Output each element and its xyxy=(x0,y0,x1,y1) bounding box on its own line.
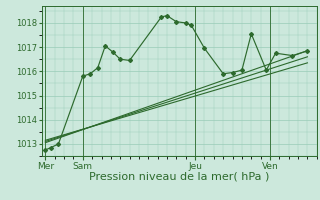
X-axis label: Pression niveau de la mer( hPa ): Pression niveau de la mer( hPa ) xyxy=(89,172,269,182)
